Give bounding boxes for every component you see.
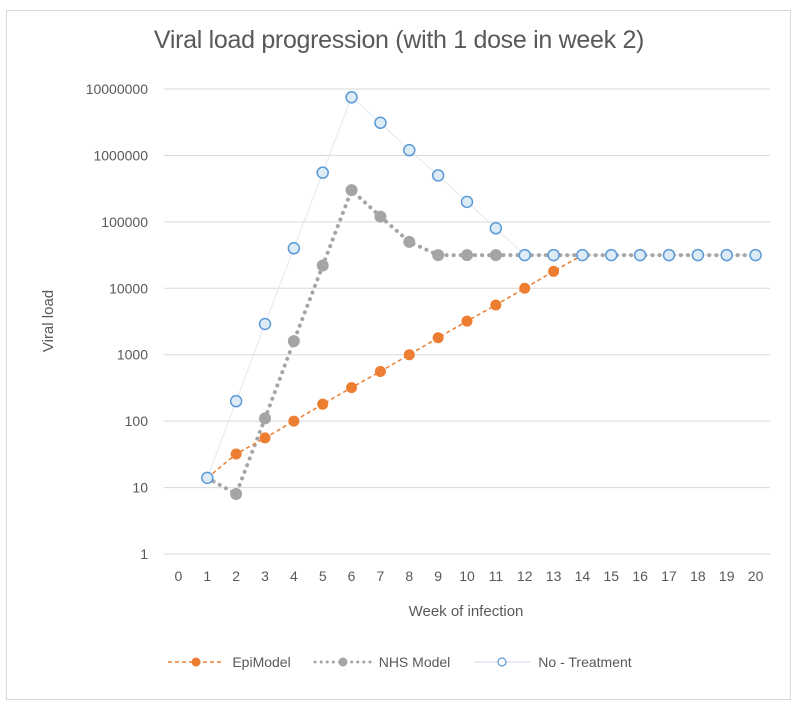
data-point — [720, 248, 733, 262]
data-point — [259, 432, 271, 444]
x-tick-label: 12 — [517, 568, 533, 584]
legend-swatch — [313, 657, 373, 667]
data-point — [201, 471, 214, 485]
data-point — [346, 382, 358, 394]
data-point — [287, 242, 301, 255]
data-point — [518, 248, 531, 262]
y-tick-label: 100 — [125, 413, 149, 429]
data-point — [258, 317, 272, 331]
legend-marker — [191, 657, 201, 667]
y-tick-label: 1 — [140, 546, 148, 562]
x-tick-label: 4 — [290, 568, 298, 584]
y-tick-label: 1000 — [117, 347, 148, 363]
data-point — [288, 415, 300, 427]
chart-title: Viral load progression (with 1 dose in w… — [153, 26, 645, 54]
x-tick-label: 8 — [405, 568, 413, 584]
y-tick-label: 10 — [132, 480, 148, 496]
legend-item: EpiModel — [166, 654, 291, 670]
x-tick-label: 5 — [319, 568, 327, 584]
data-point — [317, 398, 329, 410]
x-tick-label: 10 — [459, 568, 475, 584]
data-point — [490, 299, 502, 311]
legend-label: No - Treatment — [538, 654, 632, 670]
data-point — [461, 315, 473, 327]
x-tick-label: 0 — [175, 568, 183, 584]
data-point — [374, 210, 387, 223]
legend-swatch — [474, 657, 531, 667]
x-tick-label: 19 — [719, 568, 735, 584]
x-tick-label: 2 — [232, 568, 240, 584]
data-point — [576, 248, 589, 262]
data-point — [229, 394, 243, 408]
data-point — [230, 488, 243, 501]
x-tick-label: 6 — [348, 568, 356, 584]
series-line-nhs-model — [205, 186, 758, 497]
data-point — [519, 282, 531, 294]
x-tick-label: 15 — [603, 568, 619, 584]
data-point — [461, 249, 473, 262]
data-point — [662, 248, 676, 262]
legend: EpiModel NHS Model No - Treatment — [0, 654, 798, 670]
y-tick-label: 1000000 — [93, 147, 148, 163]
data-point — [691, 248, 705, 262]
data-point — [345, 184, 358, 197]
legend-marker — [497, 657, 507, 667]
x-tick-label: 18 — [690, 568, 706, 584]
data-point — [431, 169, 445, 182]
x-tick-label: 14 — [575, 568, 591, 584]
x-tick-label: 9 — [434, 568, 442, 584]
data-point — [403, 235, 416, 248]
data-point — [374, 116, 387, 130]
legend-item: No - Treatment — [472, 654, 632, 670]
data-point — [316, 259, 329, 272]
x-tick-label: 20 — [748, 568, 764, 584]
legend-label: NHS Model — [378, 654, 451, 670]
data-point — [547, 248, 560, 262]
data-point — [316, 166, 329, 179]
y-tick-label: 10000000 — [86, 81, 149, 97]
data-point — [403, 143, 416, 157]
data-point — [749, 248, 762, 262]
data-point — [259, 412, 271, 425]
x-tick-label: 3 — [261, 568, 269, 584]
data-point — [489, 249, 502, 262]
data-point — [345, 91, 358, 104]
x-tick-label: 7 — [377, 568, 385, 584]
data-point — [605, 248, 618, 262]
x-tick-label: 13 — [546, 568, 562, 584]
data-point — [432, 249, 445, 262]
data-point — [633, 248, 647, 262]
y-tick-label: 10000 — [109, 280, 148, 296]
x-tick-label: 1 — [203, 568, 211, 584]
data-point — [287, 335, 300, 348]
x-axis-title: Week of infection — [409, 603, 524, 620]
data-point — [460, 195, 474, 209]
x-tick-label: 11 — [489, 568, 504, 584]
data-point — [548, 265, 560, 277]
legend-item: NHS Model — [313, 654, 451, 670]
data-point — [489, 222, 503, 235]
x-tick-label: 17 — [661, 568, 677, 584]
data-point — [432, 332, 444, 344]
data-point — [230, 448, 242, 460]
data-point — [403, 349, 415, 361]
y-axis-title: Viral load — [40, 290, 57, 352]
legend-marker — [338, 657, 348, 667]
series-line-epimodel — [206, 254, 583, 479]
legend-swatch — [168, 657, 225, 667]
x-tick-label: 16 — [632, 568, 648, 584]
legend-label: EpiModel — [232, 654, 291, 670]
data-point — [374, 365, 386, 377]
y-tick-label: 100000 — [101, 214, 148, 230]
